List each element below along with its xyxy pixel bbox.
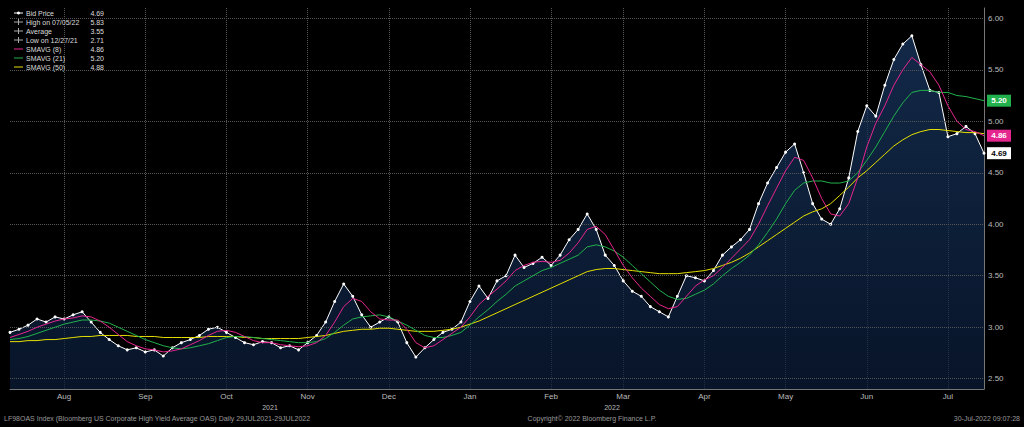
svg-text:Average: Average [26, 28, 52, 36]
svg-text:Low on 12/27/21: Low on 12/27/21 [26, 37, 78, 44]
svg-text:Apr: Apr [698, 392, 711, 401]
svg-text:4.00: 4.00 [988, 220, 1004, 229]
svg-text:6.00: 6.00 [988, 14, 1004, 23]
svg-text:2021: 2021 [262, 404, 278, 411]
svg-text:Sep: Sep [138, 392, 153, 401]
svg-text:SMAVG (21): SMAVG (21) [26, 55, 65, 63]
svg-text:5.20: 5.20 [991, 96, 1007, 105]
svg-text:5.50: 5.50 [988, 65, 1004, 74]
svg-text:High on 07/05/22: High on 07/05/22 [26, 19, 79, 27]
svg-text:SMAVG (8): SMAVG (8) [26, 46, 61, 54]
svg-text:Dec: Dec [382, 392, 396, 401]
svg-text:2022: 2022 [604, 404, 620, 411]
svg-text:Jan: Jan [463, 392, 476, 401]
svg-text:5.83: 5.83 [90, 19, 104, 26]
svg-text:3.00: 3.00 [988, 323, 1004, 332]
svg-text:Jul: Jul [943, 392, 953, 401]
svg-text:5.00: 5.00 [988, 117, 1004, 126]
svg-text:4.86: 4.86 [90, 46, 104, 53]
svg-text:2.71: 2.71 [90, 37, 104, 44]
svg-text:Bid Price: Bid Price [26, 10, 54, 17]
svg-text:2.50: 2.50 [988, 374, 1004, 383]
svg-text:3.55: 3.55 [90, 28, 104, 35]
svg-text:4.88: 4.88 [90, 64, 104, 71]
svg-text:SMAVG (50): SMAVG (50) [26, 64, 65, 72]
svg-text:Copyright© 2022 Bloomberg Fina: Copyright© 2022 Bloomberg Finance L.P. [528, 415, 657, 423]
svg-text:Feb: Feb [544, 392, 558, 401]
svg-text:Mar: Mar [616, 392, 630, 401]
svg-text:Aug: Aug [57, 392, 71, 401]
svg-text:4.69: 4.69 [90, 10, 104, 17]
svg-text:5.20: 5.20 [90, 55, 104, 62]
svg-text:4.69: 4.69 [991, 149, 1007, 158]
svg-text:May: May [778, 392, 793, 401]
svg-text:LF98OAS Index (Bloomberg US Co: LF98OAS Index (Bloomberg US Corporate Hi… [4, 415, 310, 423]
svg-text:Nov: Nov [300, 392, 314, 401]
svg-text:Jun: Jun [860, 392, 873, 401]
svg-text:Oct: Oct [220, 392, 233, 401]
svg-text:30-Jul-2022 09:07:28: 30-Jul-2022 09:07:28 [954, 415, 1020, 422]
svg-text:4.50: 4.50 [988, 168, 1004, 177]
svg-text:3.50: 3.50 [988, 271, 1004, 280]
svg-text:4.86: 4.86 [991, 131, 1007, 140]
